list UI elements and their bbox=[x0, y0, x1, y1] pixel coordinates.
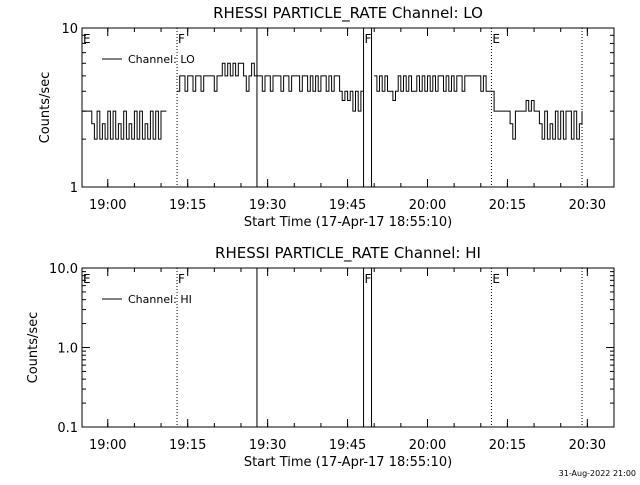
legend-entry-hi-0: Channel: HI bbox=[128, 293, 192, 306]
y-tick-label-hi-2: 10.0 bbox=[49, 262, 78, 277]
event-marker-label-hi-3: F bbox=[365, 272, 372, 286]
event-marker-label-hi-1: F bbox=[178, 272, 185, 286]
x-tick-label-hi-6: 20:30 bbox=[569, 438, 606, 453]
event-marker-label-lo-1: F bbox=[178, 32, 185, 46]
event-marker-label-hi-5: E bbox=[492, 272, 500, 286]
y-axis-label-hi: Counts/sec bbox=[26, 312, 41, 384]
series-line-lo-0 bbox=[82, 62, 583, 140]
y-tick-label-lo-0: 1 bbox=[70, 181, 78, 196]
x-tick-label-lo-4: 20:00 bbox=[409, 198, 446, 213]
x-tick-label-lo-0: 19:00 bbox=[89, 198, 126, 213]
event-marker-label-lo-0: E bbox=[83, 32, 91, 46]
legend-entry-lo-0: Channel: LO bbox=[128, 53, 195, 66]
y-axis-label-lo: Counts/sec bbox=[38, 72, 53, 144]
event-marker-label-hi-0: E bbox=[83, 272, 91, 286]
y-tick-label-lo-1: 10 bbox=[61, 22, 78, 37]
x-tick-label-hi-4: 20:00 bbox=[409, 438, 446, 453]
x-tick-label-lo-5: 20:15 bbox=[489, 198, 526, 213]
print-timestamp: 31-Aug-2022 21:00 bbox=[559, 469, 636, 478]
chart-title-hi: RHESSI PARTICLE_RATE Channel: HI bbox=[215, 244, 481, 263]
x-tick-label-hi-3: 19:45 bbox=[329, 438, 366, 453]
y-tick-label-hi-0: 0.1 bbox=[57, 421, 78, 436]
x-tick-label-lo-1: 19:15 bbox=[169, 198, 206, 213]
y-tick-label-hi-1: 1.0 bbox=[57, 342, 78, 357]
x-axis-label-lo: Start Time (17-Apr-17 18:55:10) bbox=[244, 215, 452, 230]
x-tick-label-hi-0: 19:00 bbox=[89, 438, 126, 453]
chart-title-lo: RHESSI PARTICLE_RATE Channel: LO bbox=[213, 4, 483, 23]
x-tick-label-hi-5: 20:15 bbox=[489, 438, 526, 453]
x-axis-label-hi: Start Time (17-Apr-17 18:55:10) bbox=[244, 455, 452, 470]
x-tick-label-lo-6: 20:30 bbox=[569, 198, 606, 213]
event-marker-label-lo-5: E bbox=[492, 32, 500, 46]
x-tick-label-lo-2: 19:30 bbox=[249, 198, 286, 213]
x-tick-label-hi-2: 19:30 bbox=[249, 438, 286, 453]
x-tick-label-lo-3: 19:45 bbox=[329, 198, 366, 213]
event-marker-label-lo-3: F bbox=[365, 32, 372, 46]
x-tick-label-hi-1: 19:15 bbox=[169, 438, 206, 453]
